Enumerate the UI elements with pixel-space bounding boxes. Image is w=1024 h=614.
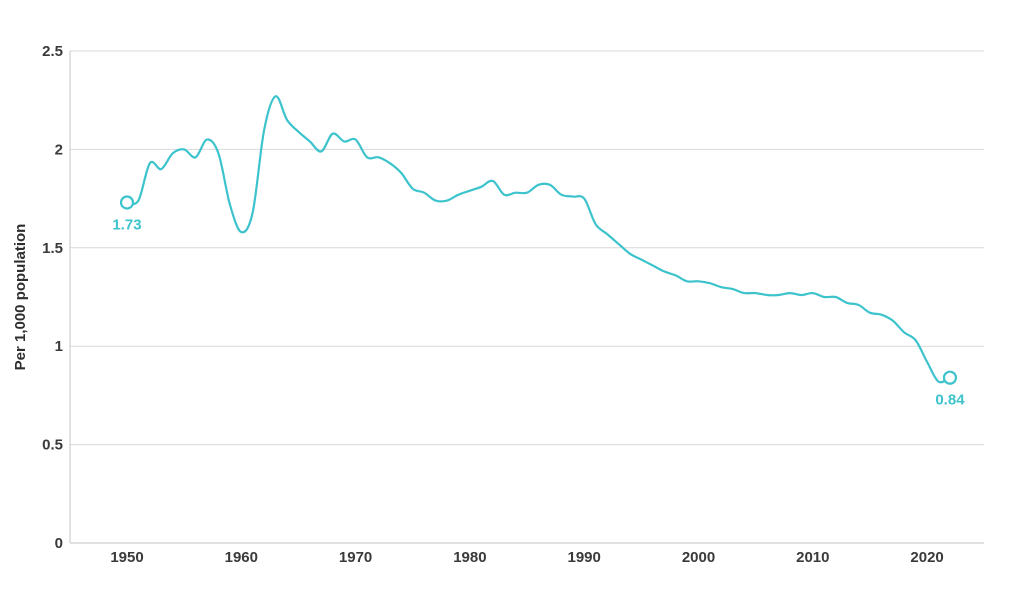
y-axis: 0 0.5 1 1.5 2 2.5 bbox=[42, 43, 71, 552]
y-tick-label: 1.5 bbox=[42, 240, 63, 257]
y-tick-label: 2 bbox=[55, 141, 63, 158]
x-tick-label: 2000 bbox=[682, 549, 715, 566]
x-tick-label: 2010 bbox=[796, 549, 829, 566]
y-tick-label: 0 bbox=[55, 535, 63, 552]
endpoint-value-label: 0.84 bbox=[935, 392, 965, 409]
endpoint-value-label: 1.73 bbox=[112, 217, 141, 234]
annotations: 1.73 0.84 bbox=[112, 195, 965, 409]
gridlines bbox=[70, 50, 984, 544]
series-line bbox=[125, 95, 952, 384]
x-tick-label: 1970 bbox=[339, 549, 372, 566]
data-series bbox=[125, 95, 952, 384]
endpoint-marker bbox=[119, 195, 135, 210]
y-tick-label: 2.5 bbox=[42, 43, 63, 60]
x-tick-label: 1960 bbox=[225, 549, 258, 566]
x-tick-label: 2020 bbox=[910, 549, 943, 566]
y-tick-label: 1 bbox=[55, 338, 63, 355]
endpoint-marker bbox=[942, 370, 958, 385]
y-tick-label: 0.5 bbox=[42, 437, 63, 454]
x-tick-label: 1950 bbox=[110, 549, 143, 566]
x-tick-label: 1990 bbox=[568, 549, 601, 566]
y-axis-title: Per 1,000 population bbox=[12, 224, 29, 371]
x-axis: 1950 1960 1970 1980 1990 2000 2010 2020 bbox=[110, 549, 943, 566]
x-tick-label: 1980 bbox=[453, 549, 486, 566]
